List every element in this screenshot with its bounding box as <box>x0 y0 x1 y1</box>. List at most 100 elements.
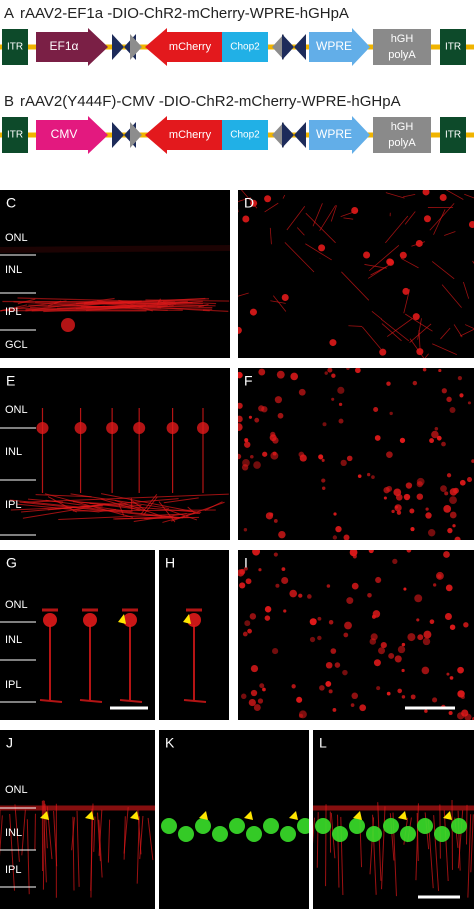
cell <box>342 669 348 676</box>
cell <box>366 472 371 477</box>
cell <box>383 496 387 500</box>
cell <box>401 642 406 647</box>
cell <box>338 418 344 424</box>
cell <box>195 818 211 834</box>
cell <box>244 438 249 443</box>
cell <box>379 348 387 356</box>
arrowhead <box>443 811 452 820</box>
panel-label: G <box>6 555 17 571</box>
process <box>381 806 386 890</box>
cell <box>391 509 395 514</box>
cell <box>395 493 403 501</box>
process <box>203 309 229 312</box>
cell <box>422 368 427 372</box>
cell <box>351 692 359 700</box>
cell <box>258 368 266 376</box>
process <box>147 817 154 861</box>
cell <box>277 412 284 419</box>
cell <box>281 576 289 585</box>
cell <box>449 511 457 519</box>
cell <box>434 826 450 842</box>
cell <box>445 584 453 592</box>
cell <box>351 206 359 214</box>
itr-box <box>2 29 28 65</box>
wpre-arrow <box>309 28 370 66</box>
arrowhead <box>130 811 139 820</box>
cell <box>309 636 316 643</box>
process <box>319 205 336 232</box>
cell <box>330 648 337 654</box>
cell <box>432 697 438 703</box>
cell <box>427 529 436 537</box>
cell <box>422 637 431 646</box>
cell <box>272 647 279 655</box>
cell <box>349 818 365 834</box>
panel <box>159 550 229 720</box>
process <box>433 815 440 891</box>
fluorescence <box>313 800 474 898</box>
panel-label: E <box>6 373 15 389</box>
label: mCherry <box>169 41 212 53</box>
process <box>296 227 305 236</box>
process <box>14 804 20 862</box>
cell <box>434 426 439 431</box>
cell <box>433 583 437 587</box>
cell <box>326 584 331 588</box>
cell <box>258 405 265 412</box>
cell <box>401 695 406 699</box>
cell <box>243 528 248 532</box>
cell <box>83 613 97 627</box>
layer-label: INL <box>5 446 22 458</box>
label: WPRE <box>316 39 352 53</box>
cell <box>297 818 309 834</box>
process <box>313 817 316 845</box>
process <box>44 803 48 849</box>
process <box>441 284 462 308</box>
cell <box>351 582 359 590</box>
process <box>17 297 142 302</box>
cell <box>429 619 435 625</box>
cell <box>317 616 322 621</box>
process <box>470 814 474 873</box>
label: Chop2 <box>230 130 260 141</box>
process <box>25 297 115 312</box>
process <box>368 244 400 272</box>
site-triangle <box>272 122 284 148</box>
cell <box>394 655 402 663</box>
process <box>93 816 96 852</box>
itr-box <box>440 29 466 65</box>
cell <box>253 461 261 469</box>
process <box>464 324 474 329</box>
cell <box>312 618 317 623</box>
construct-label: B <box>4 93 14 110</box>
cell <box>437 574 442 579</box>
process <box>464 193 474 199</box>
layer-label: ONL <box>5 599 28 611</box>
cell <box>449 407 456 414</box>
site-triangle <box>112 34 124 60</box>
process <box>123 807 129 854</box>
cell <box>463 622 469 628</box>
cell <box>421 666 430 675</box>
process <box>463 281 470 299</box>
cell <box>238 415 243 423</box>
cell <box>264 606 272 613</box>
cell <box>374 435 381 441</box>
process <box>0 245 230 253</box>
process <box>433 209 446 235</box>
cell <box>241 464 249 471</box>
label: hGH <box>391 33 414 45</box>
process <box>269 227 272 245</box>
process <box>26 819 30 895</box>
cell <box>289 589 298 598</box>
cell <box>373 407 379 413</box>
cell <box>403 587 407 591</box>
cell <box>298 593 303 598</box>
process <box>409 323 432 343</box>
cell <box>298 713 303 718</box>
cell <box>246 826 262 842</box>
cell <box>328 689 333 694</box>
cell <box>457 376 463 381</box>
process <box>16 503 100 513</box>
process <box>0 304 28 312</box>
